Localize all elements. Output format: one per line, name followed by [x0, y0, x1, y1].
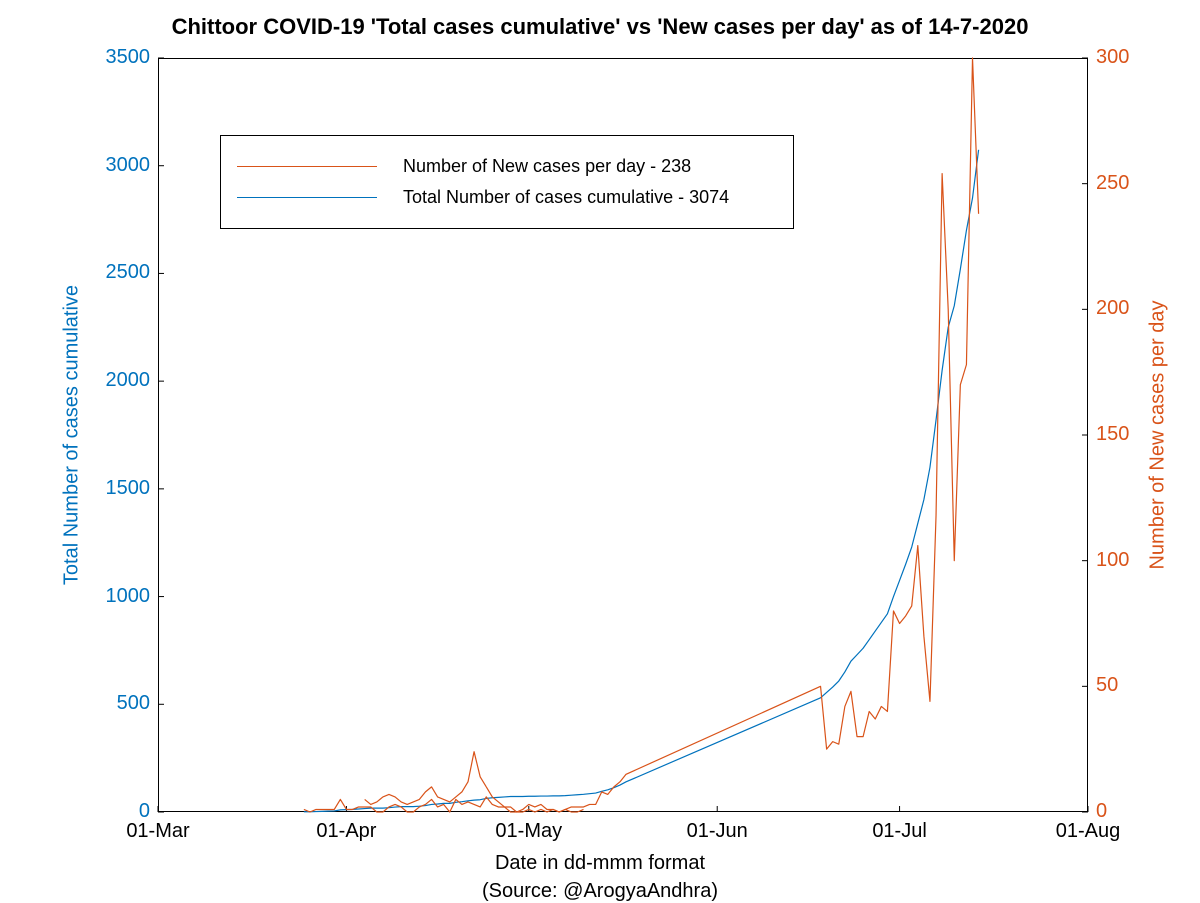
chart-root: Chittoor COVID-19 'Total cases cumulativ… — [0, 0, 1200, 900]
plot-svg — [0, 0, 1200, 900]
